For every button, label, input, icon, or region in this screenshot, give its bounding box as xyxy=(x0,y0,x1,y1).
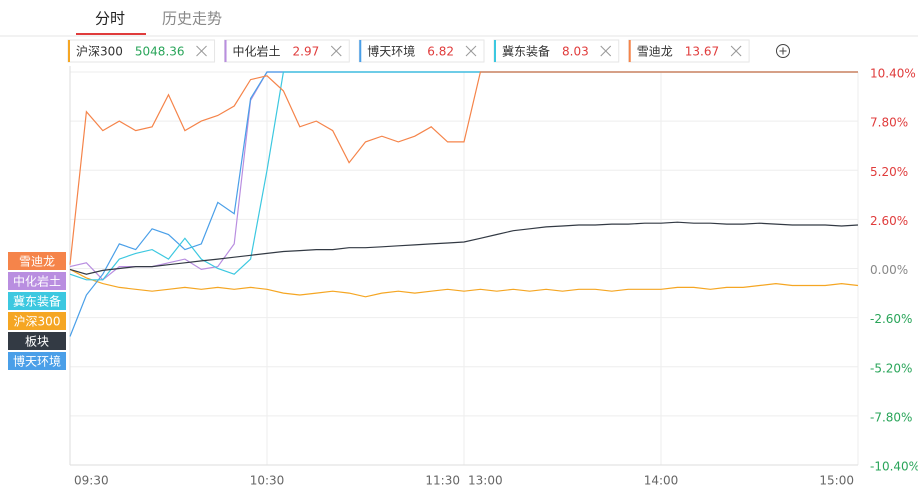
tab-underline xyxy=(76,33,146,35)
x-tick-label: 09:30 xyxy=(74,474,109,488)
side-tag-label: 中化岩土 xyxy=(13,274,61,289)
side-tag xyxy=(8,312,66,330)
x-tick-label: 14:00 xyxy=(644,474,679,488)
series-line xyxy=(69,221,859,275)
legend-color xyxy=(628,40,631,62)
side-tag xyxy=(8,332,66,350)
side-tag-label: 沪深300 xyxy=(14,315,61,329)
series-line xyxy=(69,268,859,298)
add-button[interactable] xyxy=(776,44,790,58)
side-tag xyxy=(8,352,66,370)
y-tick-label: 2.60% xyxy=(870,214,908,228)
close-icon[interactable] xyxy=(465,45,477,57)
series-line xyxy=(69,71,858,265)
legend-color xyxy=(359,40,362,62)
side-tag xyxy=(8,272,66,290)
x-tick-label: 11:30 xyxy=(425,474,460,488)
side-tag-label: 雪迪龙 xyxy=(19,255,55,269)
close-icon[interactable] xyxy=(196,45,207,57)
legend-color xyxy=(494,40,496,62)
close-icon[interactable] xyxy=(600,45,612,57)
add-circle xyxy=(776,44,790,58)
close-icon[interactable] xyxy=(330,45,342,57)
x-tick-label: 13:00 xyxy=(468,474,503,488)
close-icon[interactable] xyxy=(730,45,742,57)
y-tick-label: -5.20% xyxy=(870,361,912,375)
legend-price: 13.67 xyxy=(685,45,719,59)
side-tag-label: 板块 xyxy=(25,335,49,349)
tab-active[interactable]: 分时 xyxy=(95,10,125,28)
legend-name: 雪迪龙 xyxy=(637,45,673,59)
y-tick-label: -10.40% xyxy=(870,460,918,474)
y-tick-label: 0.00% xyxy=(870,263,908,277)
y-tick-label: -7.80% xyxy=(870,410,912,424)
side-tag xyxy=(8,292,66,310)
legend-name: 博天环境 xyxy=(367,44,415,59)
legend-name: 冀东装备 xyxy=(502,45,550,59)
side-tag xyxy=(8,252,66,270)
y-tick-label: -2.60% xyxy=(870,312,912,326)
x-tick-label: 15:00 xyxy=(819,474,854,488)
side-tag-label: 冀东装备 xyxy=(13,295,61,309)
y-tick-label: 7.80% xyxy=(870,116,908,130)
x-tick-label: 10:30 xyxy=(250,474,285,488)
y-tick-label: 5.20% xyxy=(870,165,908,179)
legend-color xyxy=(224,40,227,62)
legend-price: 8.03 xyxy=(562,45,589,59)
tab[interactable]: 历史走势 xyxy=(162,10,222,28)
legend-name: 中化岩土 xyxy=(233,44,281,59)
legend-price: 2.97 xyxy=(293,45,320,59)
legend-color xyxy=(68,40,70,62)
legend-name: 沪深300 xyxy=(76,45,123,59)
legend-price: 5048.36 xyxy=(135,45,185,59)
legend-price: 6.82 xyxy=(427,45,454,59)
y-tick-label: 10.40% xyxy=(870,67,916,81)
side-tag-label: 博天环境 xyxy=(13,354,61,369)
